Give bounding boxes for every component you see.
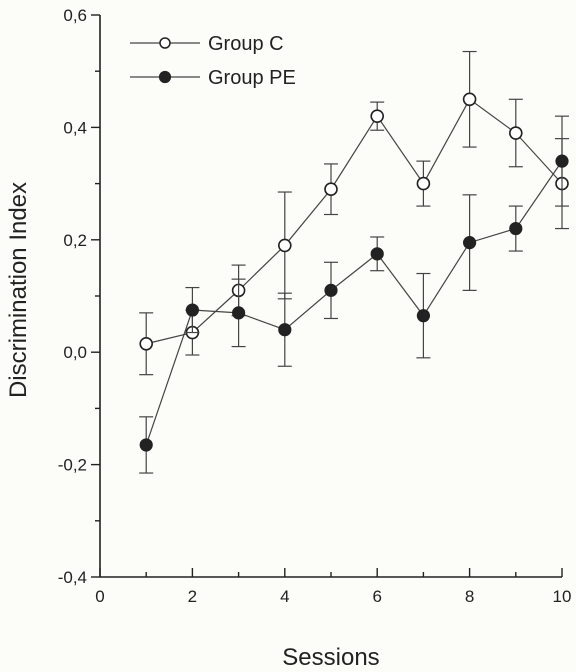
y-tick-label: -0,2: [58, 456, 87, 475]
x-tick-label: 2: [188, 587, 197, 606]
data-point-group-pe: [232, 306, 246, 320]
plot-area: [139, 50, 569, 474]
y-tick-label: 0,0: [63, 343, 87, 362]
data-point-group-pe: [324, 283, 338, 297]
x-tick-label: 6: [372, 587, 381, 606]
legend: Group C Group PE: [130, 33, 296, 89]
data-point-group-c: [462, 92, 477, 107]
legend-marker-group-c: [159, 37, 171, 49]
legend-label-group-pe: Group PE: [208, 67, 296, 89]
data-point-group-c: [324, 182, 338, 197]
y-tick-label: 0,6: [63, 6, 87, 25]
data-point-group-c: [508, 126, 523, 140]
y-tick-label: 0,4: [63, 118, 87, 137]
legend-marker-group-pe: [158, 70, 172, 84]
x-ticks: 0 2 4 6 8 10: [95, 568, 571, 606]
y-tick-label: -0,4: [58, 568, 87, 587]
data-point-group-c: [370, 109, 385, 123]
data-point-group-pe: [555, 154, 569, 168]
series-group-c: [146, 98, 563, 345]
data-point-group-c: [416, 176, 431, 191]
x-tick-label: 4: [280, 587, 289, 606]
data-point-group-pe: [370, 247, 384, 261]
data-point-group-pe: [185, 303, 199, 317]
x-tick-label: 0: [95, 587, 104, 606]
y-ticks: -0,4 -0,2 0,0 0,2 0,4 0,6: [58, 6, 100, 587]
data-point-group-pe: [416, 309, 430, 323]
data-point-group-pe: [278, 323, 292, 337]
data-point-group-pe: [463, 236, 477, 250]
x-tick-label: 8: [465, 587, 474, 606]
legend-item-group-pe: Group PE: [130, 67, 296, 89]
data-point-group-c: [139, 336, 153, 351]
data-point-group-pe: [139, 438, 153, 452]
series-marks-group-pe: [139, 115, 569, 474]
series-line-group-pe: [145, 160, 563, 446]
y-axis-title: Discrimination Index: [5, 182, 32, 398]
series-marks-group-c: [139, 50, 569, 376]
data-point-group-pe: [509, 221, 523, 236]
series-group-pe: [145, 160, 563, 446]
legend-label-group-c: Group C: [208, 33, 284, 55]
legend-item-group-c: Group C: [130, 33, 284, 55]
x-axis-title: Sessions: [282, 644, 379, 671]
y-tick-label: 0,2: [63, 231, 87, 250]
x-tick-label: 10: [553, 587, 572, 606]
data-point-group-c: [277, 238, 292, 253]
series-line-group-c: [146, 98, 563, 345]
